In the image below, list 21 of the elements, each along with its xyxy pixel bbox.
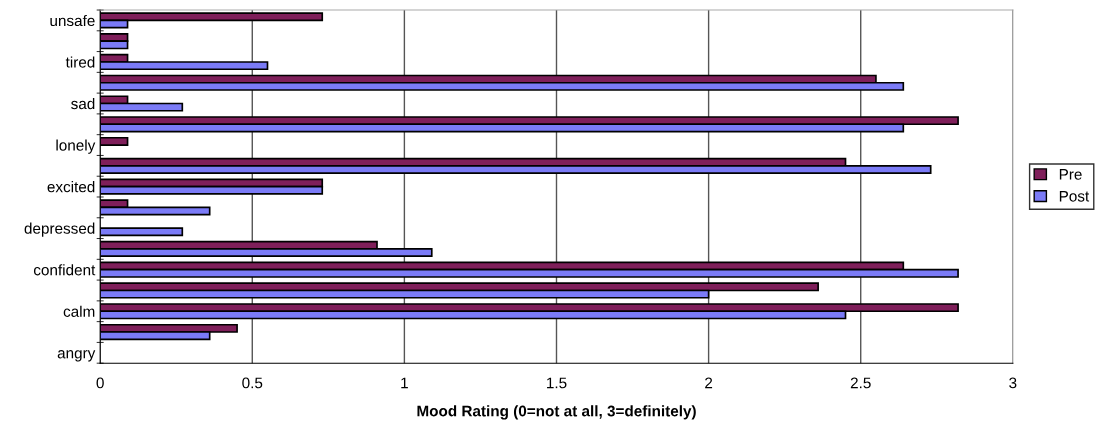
x-tick-label: 0.5 — [242, 377, 263, 389]
bar — [100, 227, 184, 237]
y-tick-label: sad — [71, 97, 95, 110]
y-tick-label: angry — [57, 350, 96, 362]
x-tick-label: 2.5 — [850, 377, 871, 389]
x-tick-label: 2 — [705, 377, 713, 389]
x-tick-label: 3 — [1009, 377, 1017, 389]
x-tick-label: 1.5 — [547, 377, 567, 389]
y-tick-label: excited — [47, 181, 95, 193]
bar — [100, 136, 129, 146]
legend-label: Post — [1059, 190, 1090, 202]
legend-label: Pre — [1059, 169, 1082, 180]
x-axis-title: Mood Rating (0=not at all, 3=definitely) — [417, 405, 696, 420]
y-tick-label: calm — [63, 305, 95, 317]
x-tick-label: 0 — [96, 377, 104, 389]
y-tick-label: confident — [33, 264, 96, 276]
y-tick-label: unsafe — [50, 14, 95, 27]
y-tick-label: lonely — [56, 139, 96, 154]
y-tick-label: tired — [65, 56, 95, 68]
y-tick-label: depressed — [24, 222, 95, 237]
x-tick-label: 1 — [401, 377, 408, 389]
